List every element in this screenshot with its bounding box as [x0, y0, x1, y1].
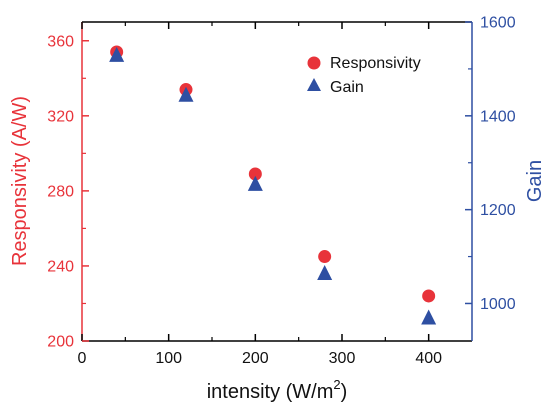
- left-y-tick-label: 240: [47, 258, 74, 275]
- x-axis-title-text: intensity (W/m: [207, 381, 334, 403]
- legend: Responsivity Gain: [307, 55, 421, 96]
- left-y-tick-label: 200: [47, 334, 74, 351]
- left-y-tick-label: 360: [47, 33, 74, 50]
- left-y-tick-label: 320: [47, 108, 74, 125]
- right-y-tick-label: 1600: [480, 15, 516, 32]
- left-y-axis-title: Responsivity (A/W): [9, 96, 31, 266]
- right-y-tick-label: 1200: [480, 202, 516, 219]
- x-axis-title: intensity (W/m2): [207, 377, 348, 403]
- responsivity-point: [422, 289, 436, 303]
- legend-responsivity-marker: [307, 56, 321, 70]
- legend-gain-marker: [307, 78, 321, 91]
- gain-point: [178, 86, 194, 102]
- left-y-tick-label: 280: [47, 183, 74, 200]
- gain-point: [317, 264, 333, 280]
- right-y-tick-label: 1000: [480, 296, 516, 313]
- data-marks: [109, 45, 437, 325]
- x-tick-label: 200: [242, 350, 269, 367]
- gain-point: [421, 309, 437, 325]
- axis-ticks: 0 100 200 300 400 200 240 280 320 360 1000 1200 1400…: [47, 15, 515, 368]
- gain-point: [247, 175, 263, 191]
- x-tick-label: 100: [155, 350, 182, 367]
- responsivity-point: [318, 250, 332, 264]
- x-axis-title-superscript: 2: [333, 377, 340, 392]
- x-axis-title-close: ): [341, 381, 348, 403]
- legend-gain-label: Gain: [330, 79, 364, 96]
- gain-point: [109, 46, 125, 62]
- x-tick-label: 300: [329, 350, 356, 367]
- right-y-tick-label: 1400: [480, 108, 516, 125]
- right-y-axis-title: Gain: [524, 160, 546, 202]
- x-tick-label: 400: [415, 350, 442, 367]
- x-tick-label: 0: [78, 350, 87, 367]
- responsivity-point: [248, 167, 262, 181]
- legend-responsivity-label: Responsivity: [330, 55, 421, 72]
